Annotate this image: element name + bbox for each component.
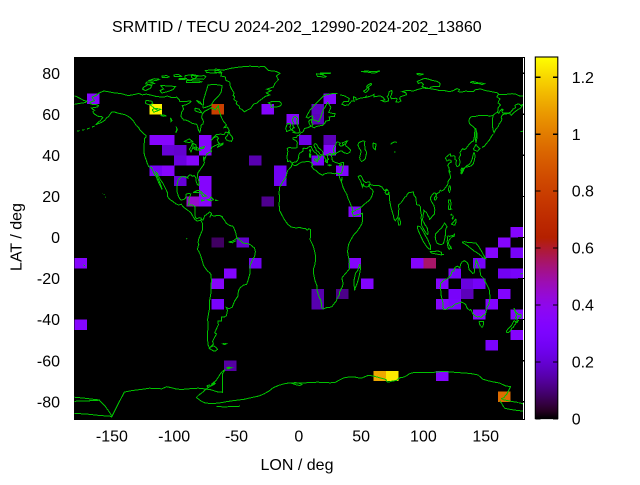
svg-text:1.2: 1.2 (572, 70, 594, 87)
svg-text:-150: -150 (96, 429, 128, 446)
svg-text:0.6: 0.6 (572, 241, 594, 258)
svg-text:LON / deg: LON / deg (261, 457, 334, 474)
svg-text:40: 40 (42, 148, 60, 165)
svg-text:50: 50 (352, 429, 370, 446)
svg-text:100: 100 (410, 429, 437, 446)
svg-text:-20: -20 (37, 271, 60, 288)
svg-text:150: 150 (472, 429, 499, 446)
svg-text:-50: -50 (225, 429, 248, 446)
svg-text:20: 20 (42, 189, 60, 206)
svg-text:-60: -60 (37, 353, 60, 370)
svg-text:0: 0 (572, 412, 581, 429)
svg-text:0: 0 (294, 429, 303, 446)
svg-text:-40: -40 (37, 312, 60, 329)
svg-text:1: 1 (572, 127, 581, 144)
svg-text:SRMTID / TECU 2024-202_12990-2: SRMTID / TECU 2024-202_12990-2024-202_13… (112, 19, 482, 36)
svg-text:60: 60 (42, 107, 60, 124)
svg-text:-80: -80 (37, 394, 60, 411)
svg-text:LAT / deg: LAT / deg (8, 203, 25, 271)
svg-text:-100: -100 (158, 429, 190, 446)
svg-text:0.4: 0.4 (572, 298, 594, 315)
svg-text:0.8: 0.8 (572, 184, 594, 201)
svg-text:0.2: 0.2 (572, 355, 594, 372)
svg-text:80: 80 (42, 66, 60, 83)
svg-text:0: 0 (51, 230, 60, 247)
